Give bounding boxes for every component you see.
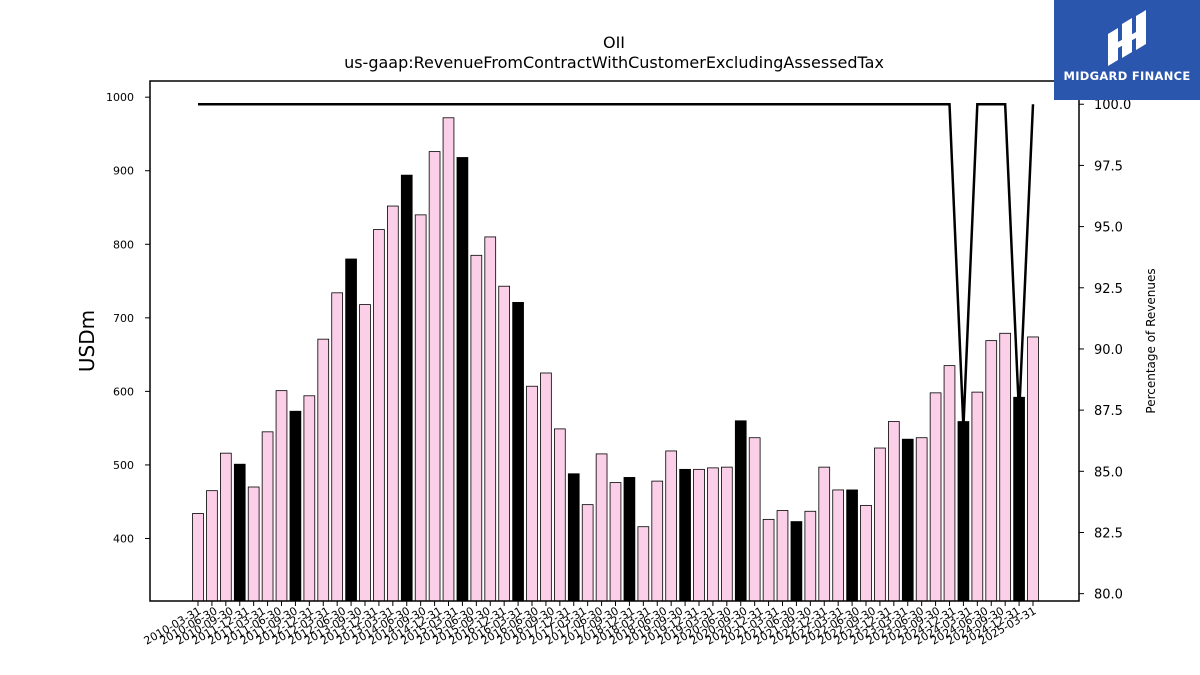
bar-2012-12-31: [345, 258, 357, 602]
y2-tick-label: 87.5: [1094, 404, 1123, 419]
bar-2022-03-31: [860, 504, 872, 602]
plot-frame: [149, 80, 1080, 602]
chart-title: OII: [603, 33, 625, 52]
y-tick-label: 1000: [106, 91, 134, 104]
bar-2016-12-31: [567, 473, 580, 602]
bar-2022-06-30: [874, 447, 886, 602]
bar-2021-12-31: [846, 489, 858, 602]
bar-2020-06-30: [762, 518, 775, 602]
y-tick-label: 600: [113, 385, 134, 398]
bar-2018-09-30: [665, 450, 677, 602]
bar-2014-12-31: [456, 157, 469, 602]
bar-2012-09-30: [331, 292, 343, 602]
y-tick-label: 700: [113, 312, 134, 325]
bar-2019-06-30: [707, 467, 719, 602]
percentage-line: [198, 103, 1035, 428]
y-tick-label: 400: [113, 532, 134, 545]
y2-tick-label: 100.0: [1094, 98, 1131, 113]
bar-2022-09-30: [888, 421, 900, 602]
y2-tick-label: 95.0: [1094, 221, 1123, 236]
y2-tick-label: 92.5: [1094, 282, 1123, 297]
bar-2021-09-30: [832, 489, 844, 602]
bar-2019-03-31: [693, 468, 705, 602]
bar-2013-12-31: [400, 174, 413, 602]
y2-tick-label: 80.0: [1094, 588, 1123, 603]
bar-2020-09-30: [776, 510, 789, 602]
bar-2013-06-30: [373, 229, 385, 602]
bar-2010-03-31: [192, 513, 204, 602]
y-tick-label: 500: [113, 459, 134, 472]
percentage-line-layer: [198, 103, 1035, 428]
bar-2023-09-30: [943, 365, 956, 602]
bar-2010-06-30: [206, 490, 218, 602]
bar-2023-12-31: [957, 421, 970, 602]
bar-2016-06-30: [540, 372, 552, 602]
bar-2012-03-31: [303, 395, 316, 602]
chart-subtitle: us-gaap:RevenueFromContractWithCustomerE…: [344, 53, 884, 72]
bar-2010-09-30: [220, 452, 232, 602]
bar-2025-03-31: [1027, 336, 1039, 602]
y-axis-left: 400 500 600 700 800 900 1000: [106, 91, 150, 545]
y2-tick-label: 85.0: [1094, 465, 1123, 480]
bar-2023-03-31: [915, 437, 928, 602]
y-axis-right: 80.0 82.5 85.0 87.5 90.0 92.5 95.0 97.5 100.0: [1079, 98, 1131, 603]
bar-2024-03-31: [971, 391, 984, 602]
bar-2014-03-31: [414, 214, 427, 602]
bar-2024-09-30: [999, 332, 1011, 602]
bar-2021-06-30: [818, 466, 831, 602]
y-tick-label: 900: [113, 165, 134, 178]
bars-layer: [192, 117, 1039, 602]
bar-2010-12-31: [233, 463, 246, 602]
bar-2020-12-31: [790, 521, 803, 602]
bar-2022-12-31: [901, 438, 914, 602]
bar-2021-03-31: [804, 510, 817, 602]
bar-2018-03-31: [637, 526, 650, 602]
y2-tick-label: 90.0: [1094, 343, 1123, 358]
y-axis-label: USDm: [75, 310, 99, 372]
bar-2016-03-31: [526, 385, 538, 602]
bar-2015-12-31: [512, 301, 524, 602]
bar-2013-03-31: [359, 304, 371, 602]
bar-2020-03-31: [748, 437, 761, 602]
bar-2019-12-31: [734, 420, 747, 602]
bar-2015-09-30: [498, 285, 510, 602]
bar-2011-09-30: [275, 390, 288, 602]
bar-2024-12-31: [1013, 396, 1025, 602]
bar-2018-06-30: [651, 480, 664, 602]
bar-2017-12-31: [623, 477, 636, 602]
bar-2024-06-30: [985, 340, 998, 602]
y-tick-label: 800: [113, 238, 134, 251]
bar-2016-09-30: [554, 428, 566, 602]
bar-2011-06-30: [261, 431, 274, 602]
y2-tick-label: 82.5: [1094, 526, 1123, 541]
logo-text: MIDGARD FINANCE: [1063, 69, 1191, 83]
bar-2012-06-30: [317, 338, 330, 602]
bar-2011-03-31: [247, 486, 260, 602]
x-axis: 2010-03-312010-06-302010-09-302011-12-31…: [142, 601, 1039, 648]
bar-2014-09-30: [442, 117, 455, 602]
bar-2017-03-31: [581, 504, 594, 602]
bar-2013-09-30: [387, 205, 399, 602]
bar-2015-03-31: [470, 254, 483, 602]
bar-2015-06-30: [484, 236, 497, 602]
y2-tick-label: 97.5: [1094, 159, 1123, 174]
brand-logo: MIDGARD FINANCE: [1054, 0, 1200, 100]
bar-2011-12-31: [289, 410, 302, 602]
bar-2018-12-31: [679, 468, 691, 602]
bar-2019-09-30: [721, 466, 733, 602]
bar-2017-06-30: [595, 453, 608, 602]
bar-2023-06-30: [929, 392, 942, 602]
bar-2017-09-30: [609, 482, 622, 602]
y2-axis-label: Percentage of Revenues: [1144, 268, 1158, 413]
bar-2014-06-30: [428, 151, 441, 602]
logo-mark-icon: [1108, 10, 1146, 66]
